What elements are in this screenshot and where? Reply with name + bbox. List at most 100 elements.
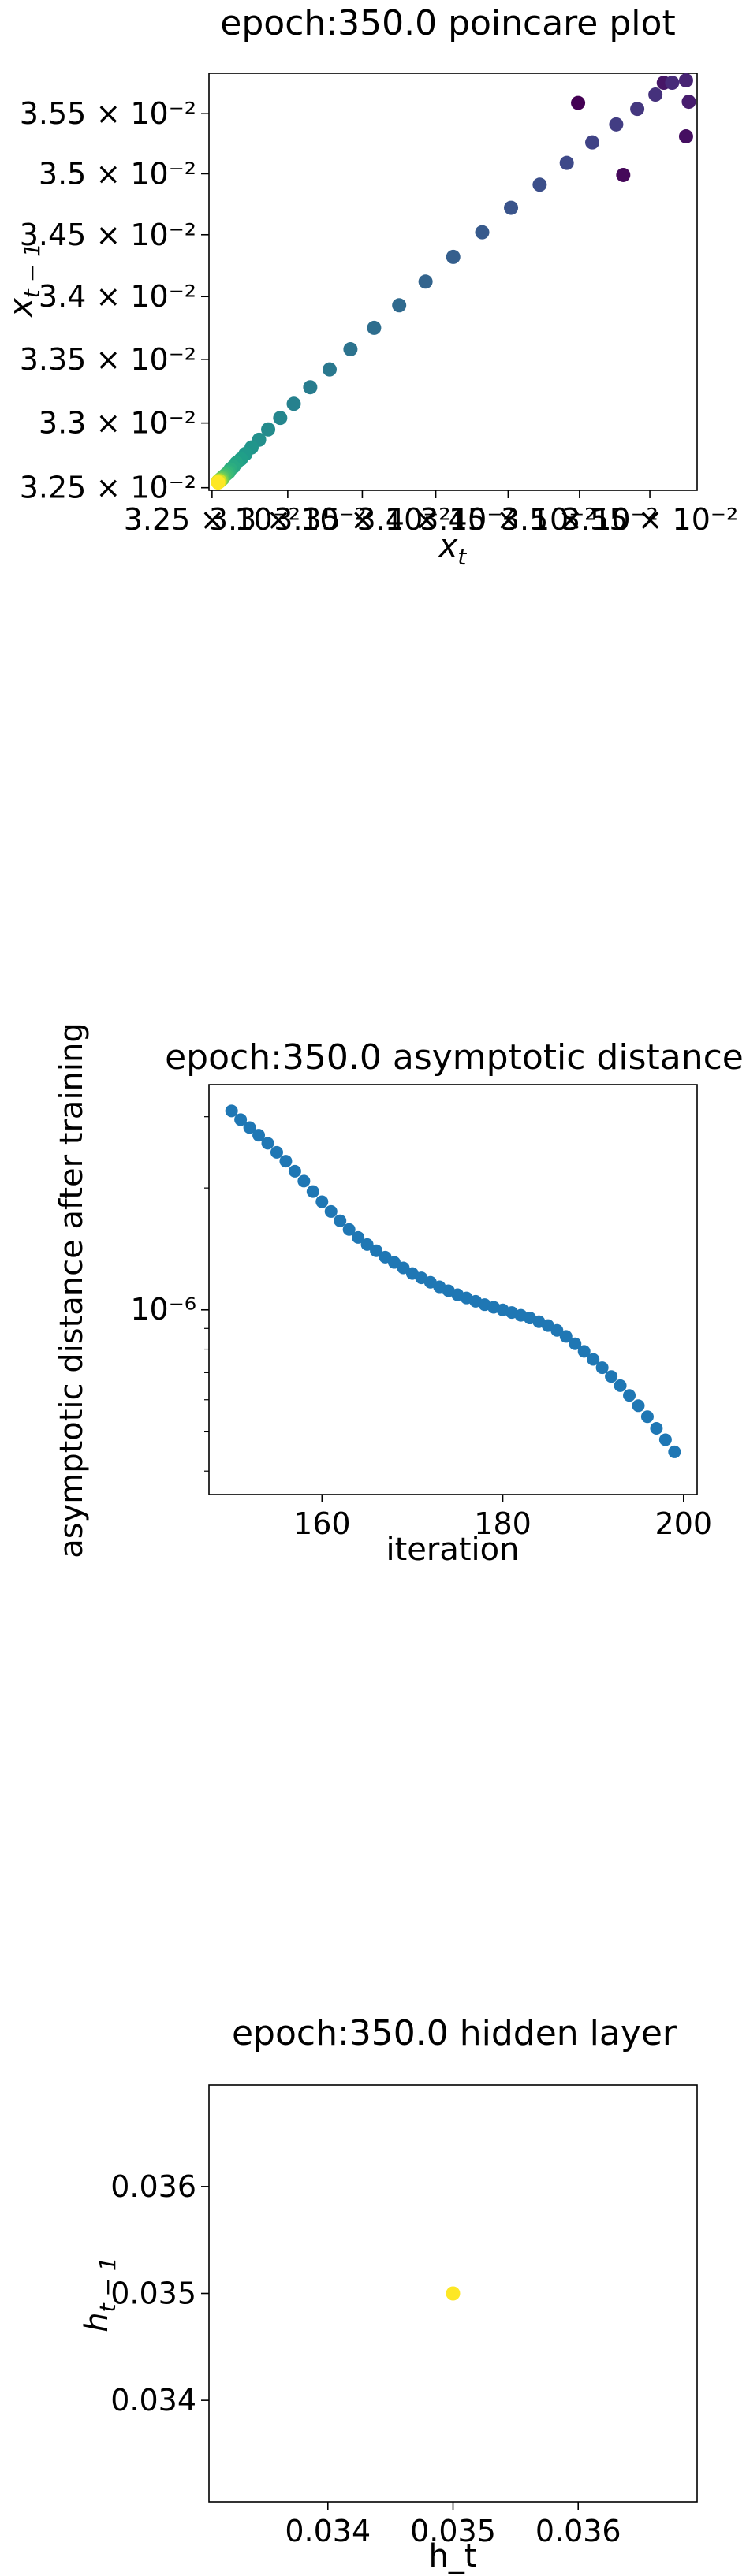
poincare-point-4 (681, 95, 696, 110)
poincare-point-49 (211, 475, 226, 490)
asymptotic-point-13 (342, 1223, 356, 1236)
hidden-layer-x-tick-label-2: 0.036 (535, 2514, 621, 2548)
asymptotic-chart: epoch:350.0 asymptotic distance 160 180 20… (54, 1022, 744, 1568)
poincare-point-23 (273, 411, 288, 426)
hidden-layer-y-label: ht − 1 (79, 2257, 121, 2332)
poincare-point-22 (286, 396, 301, 411)
poincare-point-21 (303, 380, 318, 395)
hidden-layer-point-0 (446, 2286, 461, 2301)
poincare-x-tick-label-0: 3.25 × 10⁻² (124, 502, 300, 537)
poincare-points (211, 73, 696, 490)
asymptotic-points (225, 1104, 681, 1458)
poincare-y-tick-label-1: 3.3 × 10⁻² (39, 406, 196, 441)
poincare-point-2 (678, 129, 693, 144)
asymptotic-point-7 (288, 1164, 301, 1178)
hidden-layer-y-tick-label-2: 0.036 (110, 2169, 196, 2204)
hidden-layer-title: epoch:350.0 hidden layer (232, 2013, 677, 2053)
poincare-y-label: xt − 1 (3, 243, 45, 318)
poincare-x-tick-label-2: 3.35 × 10⁻² (274, 502, 450, 537)
poincare-x-ticks: 3.25 × 10⁻²3.3 × 10⁻²3.35 × 10⁻²3.4 × 10… (124, 490, 738, 537)
hidden-layer-y-tick-label-0: 0.034 (110, 2383, 196, 2418)
asymptotic-point-18 (387, 1256, 401, 1269)
poincare-point-5 (678, 73, 693, 88)
poincare-y-tick-label-6: 3.55 × 10⁻² (20, 96, 196, 131)
asymptotic-x-ticks: 160 180 200 (293, 1495, 712, 1541)
asymptotic-point-10 (315, 1195, 329, 1208)
poincare-x-tick-label-4: 3.45 × 10⁻² (420, 502, 596, 537)
asymptotic-point-8 (297, 1174, 311, 1188)
asymptotic-point-9 (306, 1185, 319, 1198)
poincare-x-tick-label-3: 3.4 × 10⁻² (357, 502, 515, 537)
poincare-point-10 (585, 135, 600, 150)
poincare-point-15 (446, 249, 461, 264)
poincare-point-18 (367, 320, 382, 335)
asymptotic-y-ticks: 10⁻⁶ (130, 1116, 209, 1472)
asymptotic-point-19 (397, 1261, 410, 1275)
asymptotic-point-41 (595, 1361, 609, 1375)
hidden-layer-x-tick-label-0: 0.034 (285, 2514, 371, 2548)
asymptotic-point-3 (252, 1129, 266, 1142)
poincare-y-tick-label-4: 3.45 × 10⁻² (20, 218, 196, 252)
asymptotic-point-11 (324, 1204, 338, 1218)
asymptotic-y-tick-label-0: 10⁻⁶ (130, 1292, 196, 1327)
poincare-point-12 (532, 177, 547, 192)
asymptotic-point-15 (360, 1238, 374, 1251)
poincare-point-7 (648, 87, 663, 102)
asymptotic-point-45 (632, 1399, 645, 1413)
asymptotic-point-39 (577, 1345, 591, 1358)
poincare-x-tick-label-1: 3.3 × 10⁻² (209, 502, 367, 537)
asymptotic-point-49 (668, 1445, 681, 1458)
asymptotic-x-tick-label-2: 200 (655, 1506, 713, 1541)
poincare-point-9 (609, 117, 624, 132)
asymptotic-x-tick-label-1: 180 (474, 1506, 532, 1541)
poincare-point-0 (571, 95, 586, 110)
asymptotic-point-48 (658, 1433, 672, 1446)
asymptotic-point-2 (243, 1121, 256, 1134)
poincare-y-ticks: 3.25 × 10⁻² 3.3 × 10⁻² 3.35 × 10⁻² 3.4 × 10… (20, 96, 209, 505)
hidden-layer-chart: epoch:350.0 hidden layer 0.034 0.035 0.036… (79, 2013, 698, 2574)
poincare-x-tick-label-5: 3.5 × 10⁻² (501, 502, 658, 537)
asymptotic-point-5 (270, 1145, 283, 1159)
asymptotic-point-43 (614, 1379, 627, 1392)
poincare-title: epoch:350.0 poincare plot (220, 3, 675, 43)
hidden-layer-x-ticks: 0.034 0.035 0.036 (285, 2502, 621, 2548)
poincare-point-13 (504, 200, 519, 215)
asymptotic-title: epoch:350.0 asymptotic distance (165, 1037, 744, 1078)
asymptotic-point-42 (605, 1370, 618, 1383)
poincare-point-8 (630, 102, 645, 117)
poincare-y-tick-label-5: 3.5 × 10⁻² (39, 156, 196, 191)
asymptotic-point-44 (623, 1389, 636, 1402)
poincare-y-tick-label-2: 3.35 × 10⁻² (20, 342, 196, 377)
asymptotic-x-label: iteration (386, 1532, 520, 1568)
asymptotic-point-14 (352, 1230, 365, 1244)
poincare-point-1 (616, 167, 631, 182)
poincare-point-16 (418, 274, 433, 289)
asymptotic-point-1 (234, 1113, 248, 1126)
asymptotic-point-40 (587, 1353, 600, 1366)
hidden-layer-points (446, 2286, 461, 2301)
hidden-layer-x-tick-label-1: 0.035 (410, 2514, 496, 2548)
asymptotic-point-12 (334, 1214, 347, 1227)
hidden-layer-x-label: h_t (428, 2538, 476, 2574)
poincare-point-17 (392, 298, 407, 313)
asymptotic-point-16 (370, 1244, 383, 1257)
poincare-x-tick-label-6: 3.55 × 10⁻² (561, 502, 738, 537)
poincare-y-tick-label-0: 3.25 × 10⁻² (20, 471, 196, 505)
poincare-point-14 (475, 225, 490, 240)
poincare-point-20 (323, 362, 338, 377)
asymptotic-plot-frame (208, 1084, 698, 1495)
poincare-point-11 (559, 155, 574, 170)
asymptotic-point-6 (279, 1155, 293, 1168)
asymptotic-y-label: asymptotic distance after training (54, 1022, 90, 1558)
hidden-layer-y-ticks: 0.034 0.035 0.036 (110, 2169, 209, 2418)
hidden-layer-y-tick-label-1: 0.035 (110, 2276, 196, 2311)
asymptotic-point-4 (261, 1137, 274, 1150)
poincare-plot-frame (208, 73, 698, 491)
poincare-point-24 (261, 422, 276, 437)
poincare-point-19 (343, 342, 358, 357)
asymptotic-point-0 (225, 1104, 238, 1118)
asymptotic-point-37 (559, 1330, 573, 1343)
poincare-chart: epoch:350.0 poincare plot 3.25 × 10⁻²3.3… (3, 3, 738, 570)
poincare-x-label: xt (438, 528, 468, 570)
